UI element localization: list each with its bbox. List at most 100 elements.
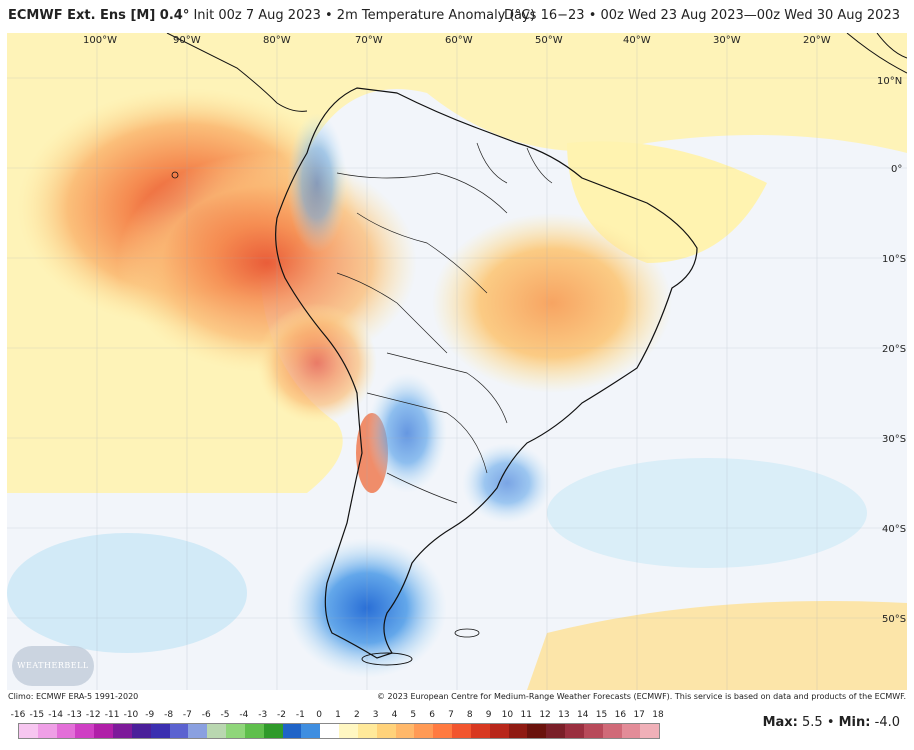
weatherbell-logo: WEATHERBELL (12, 646, 94, 686)
colorbar-tick-label: -8 (164, 710, 174, 720)
colorbar-cell (75, 724, 95, 738)
colorbar-cell (188, 724, 208, 738)
colorbar-cell (508, 724, 528, 738)
colorbar-tick-label: -1 (295, 710, 305, 720)
colorbar-cell (470, 724, 490, 738)
colorbar-cell (37, 724, 57, 738)
colorbar-cell (226, 724, 245, 738)
colorbar-tick-label: -4 (239, 710, 249, 720)
colorbar-cell (565, 724, 584, 738)
falkland-islands (454, 628, 480, 638)
colorbar-tick-label: 12 (539, 710, 551, 720)
min-label: Min: (838, 715, 871, 730)
colorbar-tick-label: 10 (501, 710, 514, 720)
tierra-del-fuego (361, 652, 413, 666)
lat-label-30s: 30°S (882, 434, 907, 445)
colorbar-cell (433, 724, 453, 738)
colorbar-tick-label: -3 (258, 710, 268, 720)
map-title: ECMWF Ext. Ens [M] 0.4° Init 00z 7 Aug 2… (8, 0, 535, 32)
warm-anomaly-brazil (432, 213, 672, 393)
warm-anomaly-chile-coast (257, 303, 377, 423)
cool-anomaly-south-pacific (7, 533, 247, 653)
cool-anomaly-south-atlantic (547, 458, 867, 568)
colorbar-cell (301, 724, 321, 738)
run-info: Init 00z 7 Aug 2023 • 2m Temperature Ano… (189, 8, 536, 23)
colorbar-cell (621, 724, 641, 738)
max-label: Max: (762, 715, 798, 730)
colorbar-tick-label: -2 (277, 710, 286, 720)
cool-anomaly-andes (367, 373, 447, 493)
colorbar-cell (94, 724, 114, 738)
colorbar-cell (56, 724, 76, 738)
colorbar-tick-label: 6 (429, 710, 435, 720)
colorbar-cell (489, 724, 509, 738)
cool-anomaly-colombia (287, 113, 347, 253)
anomaly-map[interactable]: 100°W 90°W 80°W 70°W 60°W 50°W 40°W 30°W… (7, 33, 907, 690)
galapagos-islands (171, 171, 179, 179)
colorbar-tick-label: 9 (485, 710, 492, 720)
lat-label-0: 0° (891, 164, 903, 175)
colorbar-tick-label: 2 (353, 710, 360, 720)
colorbar (18, 723, 660, 739)
colorbar-cell (131, 724, 151, 738)
climo-note: Climo: ECMWF ERA-5 1991-2020 (8, 692, 139, 701)
colorbar-tick-label: 14 (576, 710, 589, 720)
max-min-readout: Max: 5.5 • Min: -4.0 (763, 715, 900, 730)
colorbar-cell (376, 724, 396, 738)
central-america-coastline (166, 33, 308, 112)
colorbar-cell (452, 724, 471, 738)
colorbar-tick-label: 3 (372, 710, 379, 720)
colorbar-cell (339, 724, 358, 738)
colorbar-cell (282, 724, 302, 738)
colorbar-tick-label: -11 (104, 710, 120, 720)
lat-label-50s: 50°S (882, 614, 907, 625)
colorbar-cell (263, 724, 283, 738)
lon-label-30w: 30°W (713, 35, 741, 46)
lat-label-40s: 40°S (882, 524, 907, 535)
south-america-coastline (275, 87, 698, 659)
colorbar-cell (640, 724, 660, 738)
lon-label-100w: 100°W (83, 35, 117, 46)
lon-label-80w: 80°W (263, 35, 291, 46)
colorbar-cell (113, 724, 132, 738)
colorbar-tick-label: -13 (67, 710, 82, 720)
colorbar-tick-label: -5 (220, 710, 230, 720)
colorbar-cell (546, 724, 566, 738)
colorbar-cell (244, 724, 264, 738)
model-name: ECMWF Ext. Ens [M] 0.4° (8, 8, 190, 23)
graticule (7, 33, 907, 690)
lon-label-90w: 90°W (173, 35, 201, 46)
map-header: ECMWF Ext. Ens [M] 0.4° Init 00z 7 Aug 2… (0, 0, 914, 32)
lon-label-40w: 40°W (623, 35, 651, 46)
lon-label-50w: 50°W (535, 35, 563, 46)
max-value: 5.5 (802, 715, 823, 730)
colorbar-tick-label: -7 (182, 710, 192, 720)
colorbar-cell (19, 724, 38, 738)
colorbar-tick-label: -16 (10, 710, 26, 720)
colorbar-tick-label: -6 (201, 710, 211, 720)
country-borders (336, 142, 553, 504)
colorbar-cell (169, 724, 189, 738)
colorbar-cell (320, 724, 340, 738)
colorbar-tick-label: 18 (652, 710, 664, 720)
colorbar-cell (583, 724, 603, 738)
valid-range: Days 16−23 • 00z Wed 23 Aug 2023—00z Wed… (504, 8, 900, 23)
colorbar-tick-label: 13 (558, 710, 570, 720)
colorbar-cell (395, 724, 415, 738)
colorbar-tick-label: -14 (48, 710, 63, 720)
colorbar-cell (602, 724, 622, 738)
colorbar-cell (357, 724, 377, 738)
lon-label-20w: 20°W (803, 35, 831, 46)
colorbar-tick-label: 16 (614, 710, 627, 720)
colorbar-tick-label: -10 (123, 710, 139, 720)
max-min-separator: • (822, 715, 839, 730)
lon-label-60w: 60°W (445, 35, 473, 46)
colorbar-tick-label: 11 (520, 710, 532, 720)
colorbar-tick-label: 8 (466, 710, 473, 720)
colorbar-tick-label: 17 (633, 710, 645, 720)
lat-label-20s: 20°S (882, 344, 907, 355)
copyright-note: © 2023 European Centre for Medium-Range … (377, 692, 906, 701)
colorbar-tick-label: 0 (316, 710, 323, 720)
colorbar-cell (414, 724, 434, 738)
min-value: -4.0 (874, 715, 900, 730)
